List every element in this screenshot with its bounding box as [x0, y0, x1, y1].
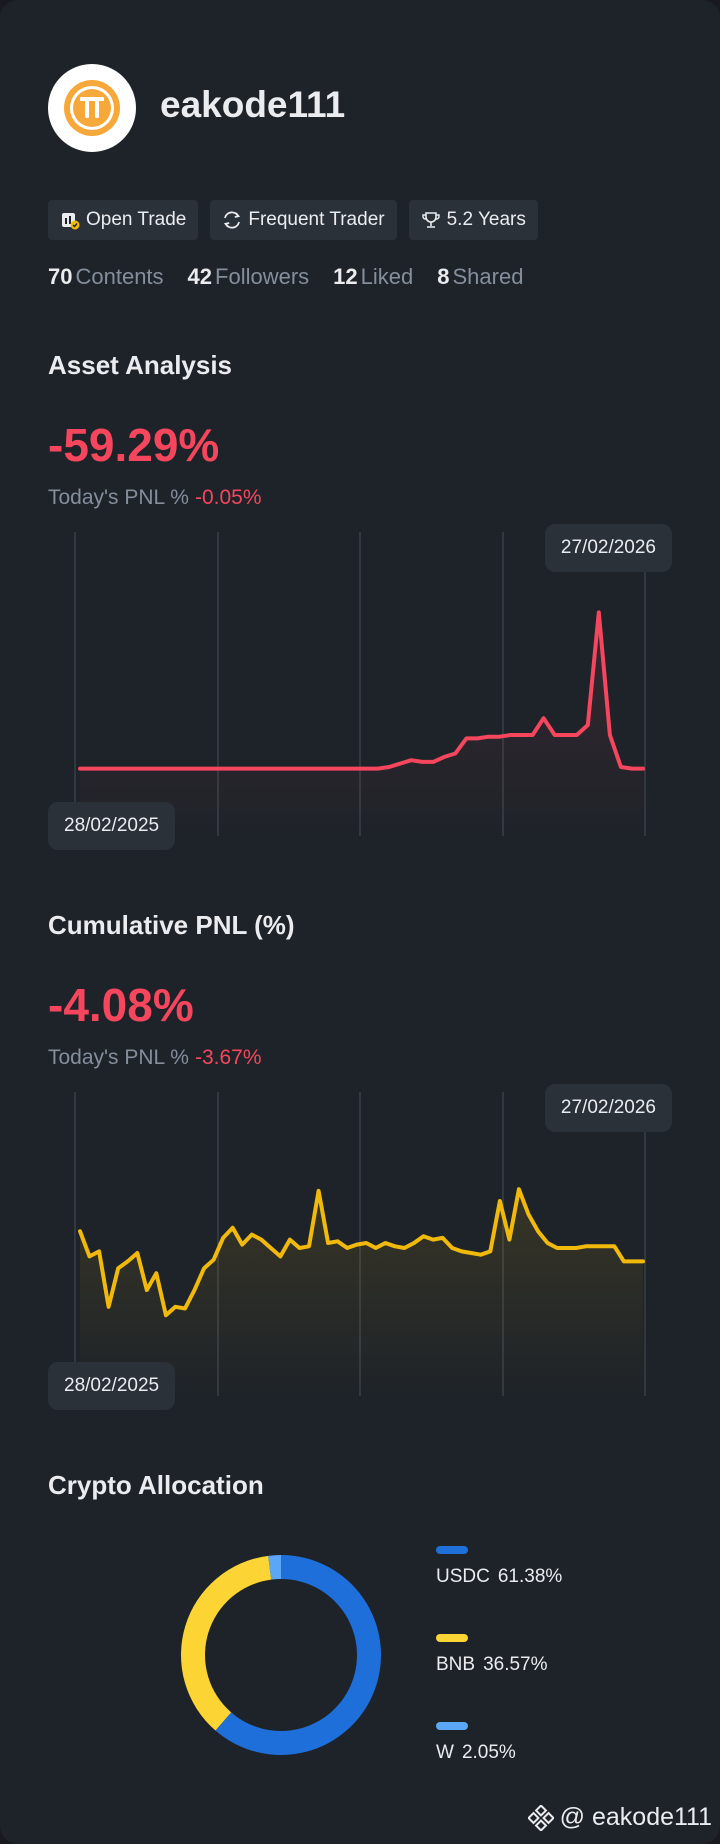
- today-pnl-label: Today's PNL %: [48, 1046, 189, 1069]
- legend-pct: 2.05%: [461, 1742, 516, 1763]
- asset-analysis-pct: -59.29%: [48, 419, 220, 471]
- chart-start-date: 28/02/2025: [48, 802, 176, 850]
- watermark-text: @ eakode111: [559, 1803, 712, 1831]
- legend-swatch: [436, 1546, 468, 1554]
- donut-slice-w[interactable]: [268, 1555, 281, 1580]
- stat-contents[interactable]: 70 Contents: [48, 264, 164, 290]
- series-area: [80, 612, 643, 836]
- stat-label: Followers: [215, 264, 310, 289]
- legend-item-usdc: USDC 61.38%: [436, 1546, 636, 1588]
- stat-followers[interactable]: 42 Followers: [188, 264, 310, 290]
- badge-label: 5.2 Years: [446, 209, 526, 230]
- username: eakode111: [160, 84, 346, 125]
- legend-swatch: [436, 1722, 468, 1730]
- trophy-icon: [421, 212, 440, 228]
- allocation-section: USDC 61.38% BNB 36.57% W 2.05%: [0, 1530, 720, 1780]
- series-line: [78, 610, 645, 771]
- cumulative-pnl-chart[interactable]: 27/02/2026 28/02/2025: [48, 1084, 672, 1410]
- binance-logo-icon: [527, 1804, 554, 1831]
- donut-slice-usdc[interactable]: [215, 1555, 382, 1755]
- legend-pct: 61.38%: [497, 1566, 563, 1587]
- open-trade-icon: [62, 213, 80, 230]
- today-pnl-value: -3.67%: [194, 1046, 262, 1069]
- stat-liked[interactable]: 12 Liked: [333, 264, 413, 290]
- badge-label: Frequent Trader: [248, 209, 385, 230]
- cumulative-pnl-title: Cumulative PNL (%): [48, 910, 295, 940]
- cumulative-pnl-chart-svg: [74, 1092, 646, 1396]
- avatar[interactable]: [48, 64, 136, 152]
- badge-open-trade[interactable]: Open Trade: [48, 200, 199, 240]
- cumulative-pnl-pct: -4.08%: [48, 979, 194, 1031]
- legend-symbol: BNB: [436, 1654, 476, 1675]
- chart-end-date: 27/02/2026: [544, 524, 672, 572]
- series-line: [78, 1187, 645, 1318]
- stat-value: 70: [48, 264, 73, 289]
- legend-swatch: [436, 1634, 468, 1642]
- badge-years[interactable]: 5.2 Years: [408, 200, 538, 240]
- stat-label: Shared: [452, 264, 524, 289]
- stat-value: 42: [187, 264, 213, 289]
- legend-symbol: W: [436, 1742, 454, 1763]
- series-area: [80, 1189, 643, 1396]
- asset-analysis-chart-svg: [74, 532, 646, 836]
- stat-value: 8: [437, 264, 450, 289]
- stat-value: 12: [333, 264, 358, 289]
- stats-row: 70 Contents 42 Followers 12 Liked 8 Shared: [48, 264, 523, 290]
- asset-analysis-title: Asset Analysis: [48, 350, 233, 380]
- donut-slice-bnb[interactable]: [181, 1555, 272, 1731]
- badge-label: Open Trade: [86, 209, 187, 230]
- crypto-allocation-title: Crypto Allocation: [48, 1470, 264, 1500]
- today-pnl-value: -0.05%: [194, 486, 262, 509]
- legend-pct: 36.57%: [483, 1654, 548, 1675]
- asset-today-pnl: Today's PNL % -0.05%: [48, 486, 262, 510]
- chart-start-date: 28/02/2025: [48, 1362, 176, 1410]
- watermark: @ eakode111: [527, 1803, 712, 1832]
- badge-frequent-trader[interactable]: Frequent Trader: [210, 200, 397, 240]
- legend-symbol: USDC: [436, 1566, 490, 1587]
- legend-item-w: W 2.05%: [436, 1722, 636, 1764]
- badge-row: Open Trade Frequent Trader 5.2 Years: [48, 200, 538, 240]
- legend-item-bnb: BNB 36.57%: [436, 1634, 636, 1676]
- cumulative-today-pnl: Today's PNL % -3.67%: [48, 1046, 262, 1070]
- stat-shared[interactable]: 8 Shared: [437, 264, 523, 290]
- stat-label: Liked: [360, 264, 414, 289]
- stat-label: Contents: [75, 264, 164, 289]
- allocation-donut[interactable]: [156, 1530, 406, 1780]
- asset-analysis-chart[interactable]: 27/02/2026 28/02/2025: [48, 524, 672, 850]
- chart-end-date: 27/02/2026: [544, 1084, 672, 1132]
- frequent-trader-icon: [224, 211, 241, 229]
- pi-coin-icon: [64, 80, 120, 136]
- today-pnl-label: Today's PNL %: [48, 486, 189, 509]
